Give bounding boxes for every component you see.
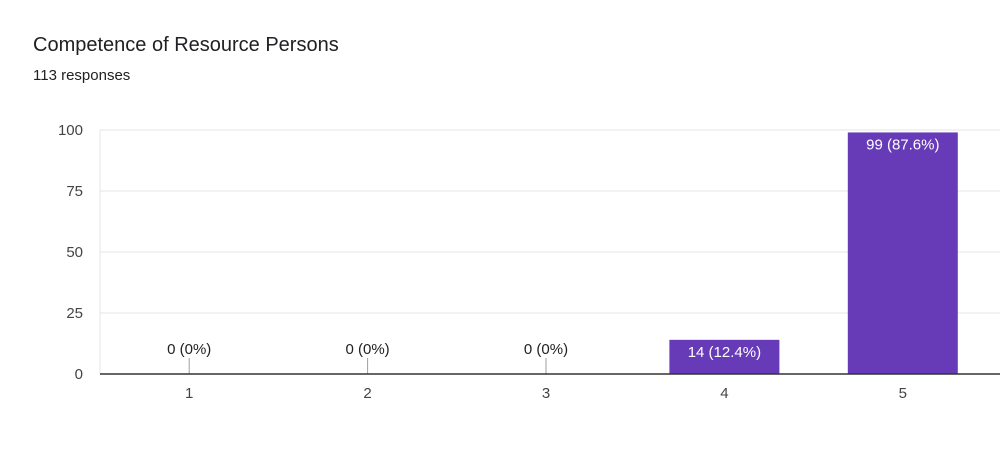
y-tick-label: 25 [66, 305, 83, 322]
data-label: 99 (87.6%) [866, 136, 939, 153]
x-tick-label: 2 [363, 385, 371, 402]
chart-title: Competence of Resource Persons [33, 34, 339, 56]
data-label: 0 (0%) [524, 341, 568, 358]
y-tick-label: 100 [58, 122, 83, 139]
bar-5 [847, 132, 958, 374]
data-label: 14 (12.4%) [688, 344, 761, 361]
x-tick-label: 4 [720, 385, 728, 402]
y-tick-label: 50 [66, 244, 83, 261]
y-tick-label: 75 [66, 183, 83, 200]
y-tick-label: 0 [75, 366, 83, 383]
x-tick-label: 5 [899, 385, 907, 402]
x-tick-label: 3 [542, 385, 550, 402]
data-label: 0 (0%) [167, 341, 211, 358]
bar-4 [669, 339, 780, 374]
response-count: 113 responses [33, 67, 131, 84]
data-label: 0 (0%) [346, 341, 390, 358]
x-tick-label: 1 [185, 385, 193, 402]
